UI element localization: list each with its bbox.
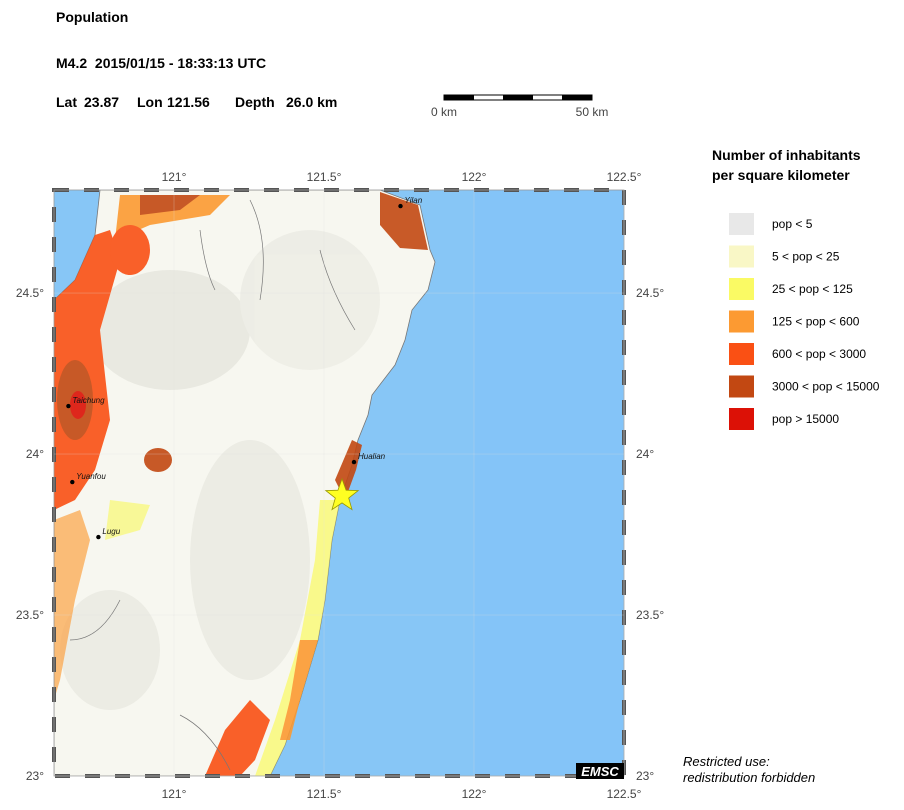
legend-label: 25 < pop < 125	[772, 282, 853, 296]
lat-value: 23.87	[84, 94, 119, 110]
lat-tick-label: 24°	[636, 447, 654, 461]
legend-swatch	[729, 245, 754, 268]
lon-tick-label: 122.5°	[607, 170, 642, 184]
city-label: Lugu	[102, 527, 120, 536]
lon-tick-label: 122°	[462, 170, 487, 184]
lat-tick-label: 23°	[26, 769, 44, 783]
notice: Restricted use:	[683, 754, 770, 769]
legend-swatch	[729, 375, 754, 398]
sea	[474, 190, 624, 776]
legend-label: 3000 < pop < 15000	[772, 380, 880, 394]
city-dot	[351, 459, 357, 465]
legend-swatch	[729, 213, 754, 235]
depth-label: Depth	[235, 94, 275, 110]
legend-swatch	[729, 343, 754, 365]
lat-tick-label: 23.5°	[636, 608, 664, 622]
epicenter	[324, 477, 360, 511]
lat-tick-label: 24.5°	[636, 286, 664, 300]
city-dot	[70, 479, 75, 485]
lon-tick-label: 122.5°	[607, 787, 642, 801]
title: Population	[56, 9, 128, 25]
legend-label: pop < 5	[772, 217, 813, 231]
scale-bar: 0 km 50 km	[431, 94, 609, 119]
lon-value: 121.56	[167, 94, 210, 110]
legend-label: pop > 15000	[772, 412, 839, 426]
city-dot	[96, 534, 101, 540]
map	[54, 190, 624, 776]
legend-title: per square kilometer	[712, 167, 850, 183]
ticks: 121° 121° 121.5° 121.5° 122° 122° 122.5° 122.5°…	[16, 170, 665, 801]
event: M4.2 2015/01/15 - 18:33:13 UTC	[56, 55, 266, 71]
legend-swatch	[729, 310, 754, 333]
city-dot	[66, 403, 71, 409]
notice: redistribution forbidden	[683, 770, 815, 785]
city-label: Hualian	[358, 452, 386, 461]
lon-tick-label: 121.5°	[307, 170, 342, 184]
legend-title: Number of inhabitants	[712, 147, 861, 163]
river	[69, 199, 356, 771]
lon-label: Lon	[137, 94, 163, 110]
lon-tick-label: 121°	[162, 787, 187, 801]
logo-box	[576, 763, 624, 779]
legend: pop < 5 5 < pop < 25 25 < pop < 125 125 < p…	[729, 213, 880, 430]
lon-tick-label: 121.5°	[307, 787, 342, 801]
legend-label: 600 < pop < 3000	[772, 347, 866, 361]
legend-label: 125 < pop < 600	[772, 315, 860, 329]
scale-seg	[444, 95, 474, 100]
scale-start: 0 km	[431, 105, 457, 119]
scale-end: 50 km	[576, 105, 609, 119]
logo: EMSC	[581, 764, 619, 779]
city-label: Yuanfou	[76, 472, 106, 481]
lat-tick-label: 24.5°	[16, 286, 44, 300]
legend-swatch	[729, 278, 754, 300]
lon-tick-label: 121°	[162, 170, 187, 184]
population	[54, 192, 428, 776]
lat-tick-label: 23.5°	[16, 608, 44, 622]
city-label: Yilan	[405, 196, 423, 205]
lat-label: Lat	[56, 94, 77, 110]
city-dot	[398, 203, 403, 209]
scale-seg	[562, 95, 592, 100]
lon-tick-label: 122°	[462, 787, 487, 801]
cities: Taichung Yuanfou Lugu Hualian Yilan	[66, 196, 423, 540]
lat-tick-label: 24°	[26, 447, 44, 461]
legend-swatch	[729, 408, 754, 430]
scale-seg	[503, 95, 533, 100]
city-label: Taichung	[72, 396, 105, 405]
lat-tick-label: 23°	[636, 769, 654, 783]
depth-value: 26.0 km	[286, 94, 337, 110]
legend-label: 5 < pop < 25	[772, 250, 840, 264]
